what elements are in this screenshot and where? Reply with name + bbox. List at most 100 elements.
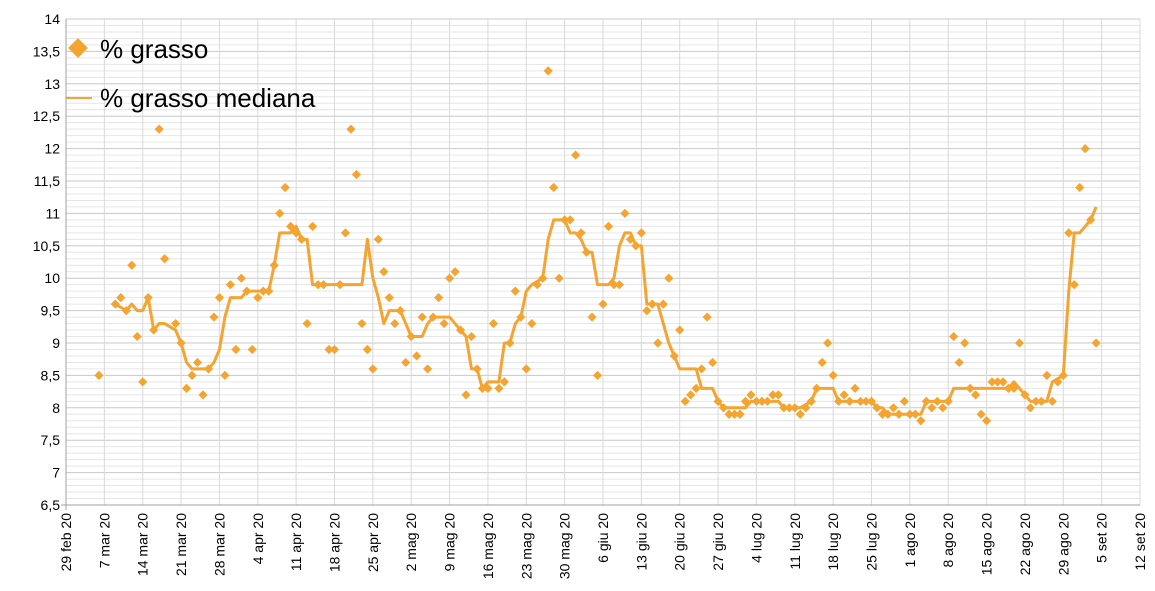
data-point-grasso: [1014, 338, 1025, 348]
data-point-grasso: [192, 357, 203, 368]
data-point-grasso: [138, 377, 148, 387]
x-tick-label: 25 apr 20: [365, 513, 381, 572]
data-point-grasso: [94, 370, 104, 380]
data-point-grasso: [1020, 390, 1030, 400]
y-tick-label: 9: [52, 335, 60, 351]
x-tick-label: 11 lug 20: [787, 513, 803, 570]
data-point-grasso: [373, 234, 383, 244]
data-point-grasso: [888, 403, 899, 413]
data-point-grasso: [916, 416, 926, 426]
data-point-grasso: [658, 299, 668, 309]
y-tick-label: 10,5: [33, 238, 60, 254]
data-point-grasso: [686, 390, 696, 400]
data-point-grasso: [954, 357, 964, 368]
data-point-grasso: [428, 312, 438, 322]
data-point-grasso: [1080, 144, 1090, 154]
data-point-grasso: [434, 293, 444, 303]
data-point-grasso: [795, 409, 805, 419]
data-point-grasso: [560, 215, 570, 225]
data-point-grasso: [242, 286, 252, 296]
data-point-grasso: [198, 390, 208, 400]
x-tick-label: 11 apr 20: [288, 513, 304, 571]
x-tick-label: 28 mar 20: [211, 513, 227, 576]
x-tick-label: 13 giu 20: [633, 513, 649, 571]
data-point-grasso: [636, 228, 646, 238]
x-tick: 2 mag 20: [403, 513, 419, 572]
data-point-grasso: [729, 409, 740, 419]
x-tick: 22 ago 20: [1017, 513, 1033, 575]
data-point-grasso: [505, 338, 515, 348]
data-point-grasso: [806, 396, 816, 406]
data-point-grasso: [181, 383, 192, 393]
y-tick-label: 12: [44, 141, 60, 157]
data-point-grasso: [247, 344, 257, 355]
data-point-grasso: [943, 396, 953, 406]
data-point-grasso: [817, 357, 827, 368]
data-point-grasso: [521, 364, 531, 374]
data-point-grasso: [691, 383, 701, 393]
x-tick: 25 apr 20: [365, 513, 381, 572]
x-tick: 12 set 20: [1132, 513, 1148, 571]
data-point-grasso: [877, 409, 888, 419]
data-point-grasso: [121, 306, 131, 316]
x-tick: 13 giu 20: [633, 513, 649, 571]
legend-label-line: % grasso mediana: [100, 83, 316, 113]
data-point-grasso: [642, 306, 652, 316]
x-tick: 27 giu 20: [710, 513, 726, 571]
y-tick-label: 13,5: [33, 43, 60, 59]
data-point-grasso: [444, 273, 455, 283]
data-point-grasso: [132, 331, 142, 342]
x-tick-label: 2 mag 20: [403, 513, 419, 572]
data-point-grasso: [1031, 396, 1041, 406]
data-point-grasso: [773, 390, 783, 400]
data-point-grasso: [1042, 370, 1052, 380]
x-tick: 30 mag 20: [557, 513, 573, 579]
x-tick-label: 18 apr 20: [327, 513, 343, 572]
x-tick: 20 giu 20: [672, 513, 688, 571]
data-point-grasso: [149, 325, 159, 335]
x-tick: 18 apr 20: [327, 513, 343, 572]
data-point-grasso: [275, 208, 285, 218]
data-point-grasso: [439, 318, 449, 329]
y-tick-label: 8,5: [41, 367, 61, 383]
data-point-grasso: [225, 280, 235, 290]
data-point-grasso: [812, 383, 822, 393]
data-point-grasso: [697, 364, 707, 374]
data-point-grasso: [965, 383, 975, 393]
data-point-grasso: [581, 247, 592, 257]
x-tick-label: 23 mag 20: [518, 513, 534, 579]
data-point-grasso: [899, 396, 909, 406]
data-point-grasso: [971, 390, 981, 400]
data-point-grasso: [401, 357, 411, 368]
data-point-grasso: [466, 331, 477, 342]
x-tick-label: 8 ago 20: [940, 513, 956, 568]
data-point-grasso: [307, 221, 318, 231]
data-point-grasso: [620, 208, 630, 218]
x-tick-label: 25 lug 20: [864, 513, 880, 571]
data-point-grasso: [823, 338, 833, 348]
data-point-grasso: [488, 318, 499, 329]
data-point-grasso: [554, 273, 564, 283]
data-point-grasso: [390, 318, 400, 329]
data-point-grasso: [110, 299, 120, 309]
data-point-grasso: [653, 338, 663, 348]
data-point-grasso: [1036, 396, 1046, 406]
data-point-grasso: [450, 267, 460, 277]
data-point-grasso: [516, 312, 526, 322]
data-point-grasso: [510, 286, 520, 296]
x-tick-label: 12 set 20: [1132, 513, 1148, 571]
data-point-grasso: [801, 403, 811, 413]
data-point-grasso: [828, 370, 838, 380]
data-point-grasso: [680, 396, 690, 406]
y-tick-label: 11: [45, 205, 60, 221]
data-point-grasso: [724, 409, 734, 419]
data-point-grasso: [297, 234, 307, 244]
data-point-grasso: [527, 318, 537, 329]
data-point-grasso: [532, 280, 542, 290]
y-tick-label: 9,5: [41, 303, 61, 319]
data-point-grasso: [461, 390, 471, 400]
series-points-group: [94, 66, 1101, 426]
data-point-grasso: [839, 390, 849, 400]
data-point-grasso: [669, 351, 679, 361]
